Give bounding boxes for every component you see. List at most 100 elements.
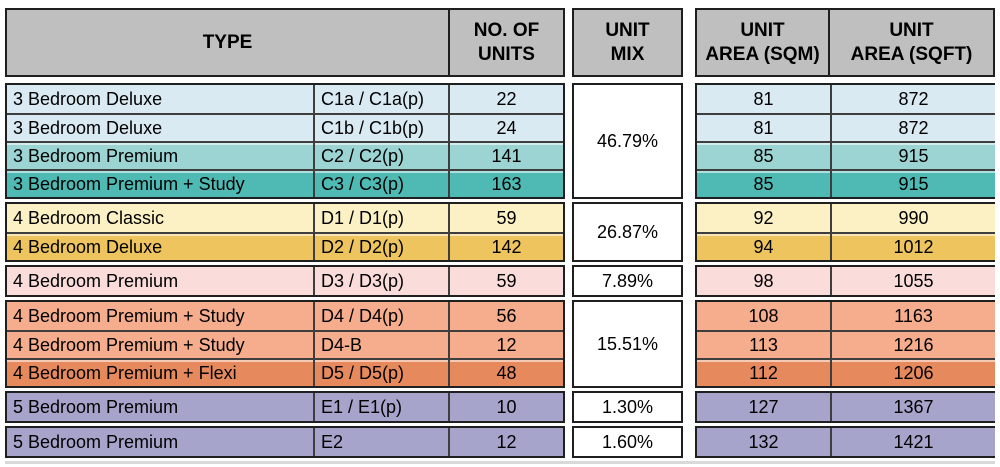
- right-subtable: 127 1367: [695, 391, 995, 423]
- unit-count-cell: 10: [448, 393, 563, 421]
- sqft-cell: 1012: [830, 232, 995, 260]
- unit-code-cell: C3 / C3(p): [313, 169, 448, 197]
- unit-mix-column: 46.79%: [572, 83, 683, 199]
- unit-count-cell: 12: [448, 428, 563, 456]
- unit-count-cell: 163: [448, 169, 563, 197]
- unit-code-cell: D4 / D4(p): [313, 302, 448, 330]
- sqft-cell: 1163: [830, 302, 995, 330]
- sqm-cell: 132: [697, 428, 830, 456]
- sqft-cell: 915: [830, 169, 995, 197]
- row-group: 4 Bedroom Premium + Study D4 / D4(p) 56 4 B…: [5, 300, 995, 388]
- column-gutter: [683, 426, 695, 458]
- left-subtable: 5 Bedroom Premium E1 / E1(p) 10: [5, 391, 565, 423]
- table-header: TYPE NO. OF UNITS UNIT MIX UNIT AREA (SQ…: [5, 8, 995, 77]
- header-left-box: TYPE NO. OF UNITS: [5, 8, 565, 77]
- unit-count-cell: 12: [448, 330, 563, 358]
- sqm-cell: 113: [697, 330, 830, 358]
- header-unit-area-sqm: UNIT AREA (SQM): [697, 10, 830, 75]
- type-cell: 4 Bedroom Premium + Study: [7, 330, 313, 358]
- table-body: 3 Bedroom Deluxe C1a / C1a(p) 22 3 Bedroom …: [5, 83, 995, 458]
- left-subtable: 4 Bedroom Premium D3 / D3(p) 59: [5, 265, 565, 297]
- row-group: 5 Bedroom Premium E1 / E1(p) 10 1.30% 127 136…: [5, 391, 995, 423]
- sqft-cell: 990: [830, 204, 995, 232]
- type-cell: 3 Bedroom Premium: [7, 141, 313, 169]
- sqft-cell: 1216: [830, 330, 995, 358]
- header-unit-mix: UNIT MIX: [605, 19, 650, 65]
- unit-mix-column: 1.60%: [572, 426, 683, 458]
- unit-count-cell: 59: [448, 267, 563, 295]
- unit-mix-column: 7.89%: [572, 265, 683, 297]
- type-cell: 4 Bedroom Deluxe: [7, 232, 313, 260]
- unit-mix-column: 15.51%: [572, 300, 683, 388]
- sqm-cell: 81: [697, 85, 830, 113]
- type-cell: 5 Bedroom Premium: [7, 393, 313, 421]
- left-subtable: 5 Bedroom Premium E2 12: [5, 426, 565, 458]
- column-gutter: [683, 202, 695, 262]
- unit-count-cell: 141: [448, 141, 563, 169]
- type-cell: 3 Bedroom Deluxe: [7, 85, 313, 113]
- sqft-cell: 872: [830, 85, 995, 113]
- sqft-cell: 915: [830, 141, 995, 169]
- column-gutter: [565, 202, 572, 262]
- unit-code-cell: D4-B: [313, 330, 448, 358]
- sqm-cell: 127: [697, 393, 830, 421]
- right-subtable: 81 872 81 872 85 915 85 915: [695, 83, 995, 199]
- column-gutter: [565, 426, 572, 458]
- left-subtable: 4 Bedroom Premium + Study D4 / D4(p) 56 4 B…: [5, 300, 565, 388]
- type-cell: 5 Bedroom Premium: [7, 428, 313, 456]
- unit-mix-cell: 26.87%: [572, 202, 683, 262]
- unit-count-cell: 56: [448, 302, 563, 330]
- row-group: 4 Bedroom Classic D1 / D1(p) 59 4 Bedroom D…: [5, 202, 995, 262]
- unit-code-cell: E2: [313, 428, 448, 456]
- unit-code-cell: D2 / D2(p): [313, 232, 448, 260]
- right-subtable: 108 1163 113 1216 112 1206: [695, 300, 995, 388]
- header-no-of-units: NO. OF UNITS: [473, 19, 540, 65]
- sqm-cell: 112: [697, 358, 830, 386]
- column-gutter: [683, 300, 695, 388]
- column-gutter: [683, 391, 695, 423]
- column-gutter: [565, 265, 572, 297]
- column-gutter: [565, 83, 572, 199]
- unit-count-cell: 24: [448, 113, 563, 141]
- header-right-box: UNIT AREA (SQM) UNIT AREA (SQFT): [695, 8, 995, 77]
- sqm-cell: 81: [697, 113, 830, 141]
- sqm-cell: 85: [697, 141, 830, 169]
- row-group: 5 Bedroom Premium E2 12 1.60% 132 1421: [5, 426, 995, 458]
- type-cell: 3 Bedroom Premium + Study: [7, 169, 313, 197]
- column-gutter: [565, 8, 572, 77]
- sqft-cell: 1206: [830, 358, 995, 386]
- column-gutter: [565, 391, 572, 423]
- unit-code-cell: C1b / C1b(p): [313, 113, 448, 141]
- unit-code-cell: C2 / C2(p): [313, 141, 448, 169]
- sqft-cell: 1367: [830, 393, 995, 421]
- unit-code-cell: D5 / D5(p): [313, 358, 448, 386]
- unit-mix-cell: 46.79%: [572, 83, 683, 199]
- unit-mix-cell: 15.51%: [572, 300, 683, 388]
- sqm-cell: 92: [697, 204, 830, 232]
- unit-code-cell: E1 / E1(p): [313, 393, 448, 421]
- row-group: 3 Bedroom Deluxe C1a / C1a(p) 22 3 Bedroom …: [5, 83, 995, 199]
- unit-mix-column: 26.87%: [572, 202, 683, 262]
- sqm-cell: 108: [697, 302, 830, 330]
- right-subtable: 98 1055: [695, 265, 995, 297]
- type-cell: 4 Bedroom Premium + Study: [7, 302, 313, 330]
- right-subtable: 92 990 94 1012: [695, 202, 995, 262]
- sqm-cell: 94: [697, 232, 830, 260]
- sqft-cell: 872: [830, 113, 995, 141]
- unit-mix-cell: 1.30%: [572, 391, 683, 423]
- table-bottom-shadow: [5, 461, 995, 464]
- right-subtable: 132 1421: [695, 426, 995, 458]
- sqft-cell: 1055: [830, 267, 995, 295]
- left-subtable: 4 Bedroom Classic D1 / D1(p) 59 4 Bedroom D…: [5, 202, 565, 262]
- unit-count-cell: 142: [448, 232, 563, 260]
- header-type: TYPE: [7, 10, 450, 75]
- header-unit-mix-box: UNIT MIX: [572, 8, 683, 77]
- unit-mix-column: 1.30%: [572, 391, 683, 423]
- unit-code-cell: D3 / D3(p): [313, 267, 448, 295]
- type-cell: 3 Bedroom Deluxe: [7, 113, 313, 141]
- unit-count-cell: 22: [448, 85, 563, 113]
- unit-count-cell: 59: [448, 204, 563, 232]
- unit-code-cell: C1a / C1a(p): [313, 85, 448, 113]
- type-cell: 4 Bedroom Premium + Flexi: [7, 358, 313, 386]
- unit-mix-cell: 7.89%: [572, 265, 683, 297]
